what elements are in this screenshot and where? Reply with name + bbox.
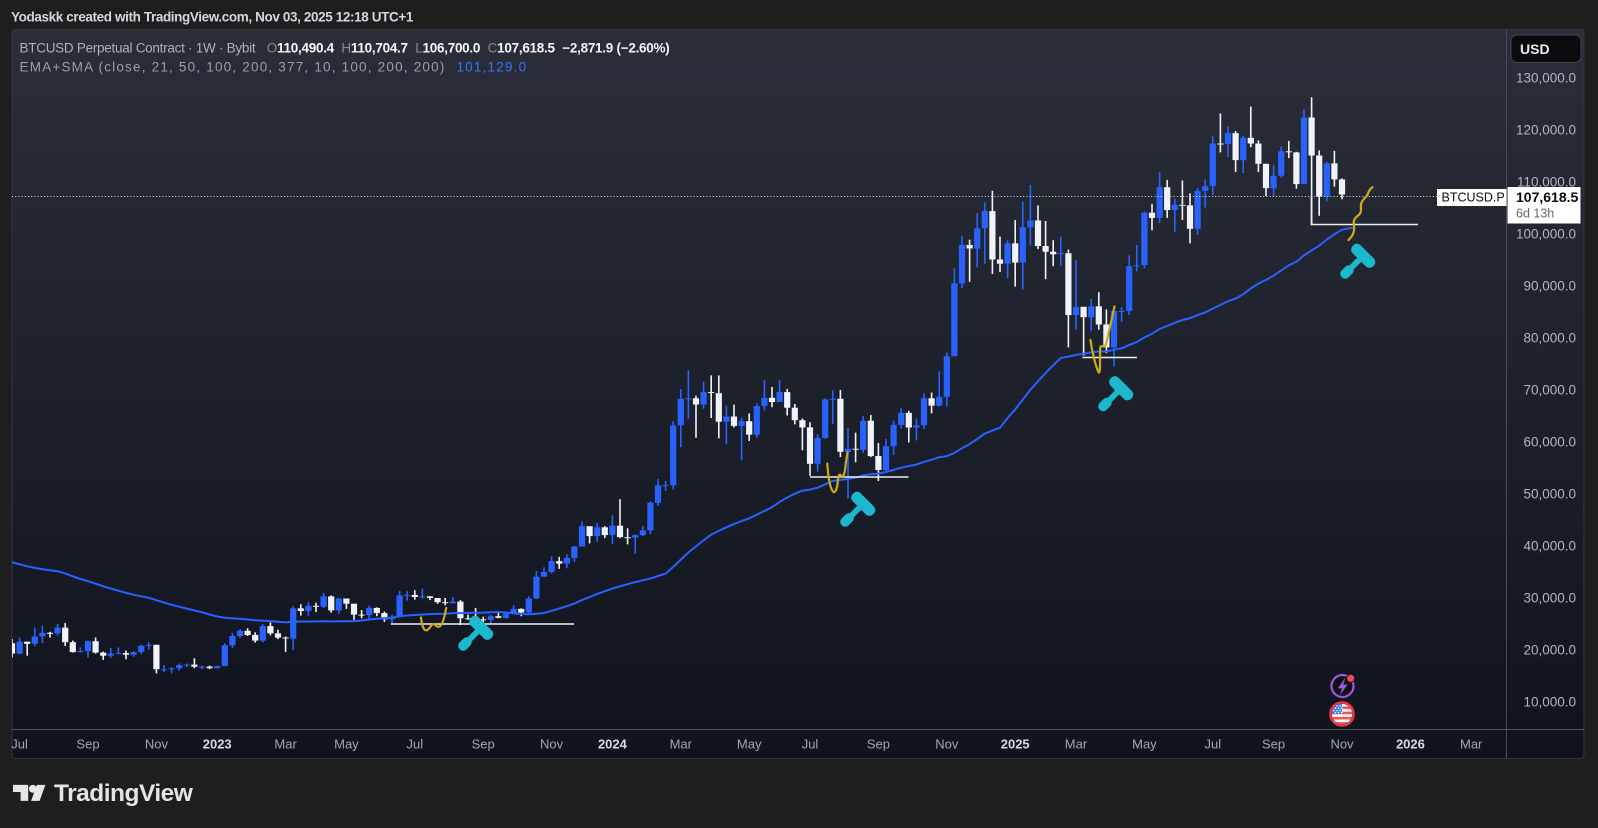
svg-text:Mar: Mar xyxy=(670,737,693,752)
svg-text:2026: 2026 xyxy=(1396,737,1425,752)
svg-text:Sep: Sep xyxy=(472,737,495,752)
svg-text:30,000.0: 30,000.0 xyxy=(1523,591,1576,606)
svg-text:TradingView: TradingView xyxy=(54,780,194,807)
svg-text:Mar: Mar xyxy=(274,737,297,752)
svg-text:120,000.0: 120,000.0 xyxy=(1516,123,1576,138)
svg-text:Mar: Mar xyxy=(1460,737,1483,752)
svg-text:20,000.0: 20,000.0 xyxy=(1523,643,1576,658)
svg-text:10,000.0: 10,000.0 xyxy=(1523,695,1576,710)
svg-text:BTCUSD.P: BTCUSD.P xyxy=(1442,191,1505,205)
svg-text:Yodaskk created with TradingVi: Yodaskk created with TradingView.com, No… xyxy=(11,10,414,25)
svg-text:May: May xyxy=(334,737,359,752)
svg-text:70,000.0: 70,000.0 xyxy=(1523,383,1576,398)
svg-text:40,000.0: 40,000.0 xyxy=(1523,539,1576,554)
svg-text:BTCUSD Perpetual Contract · 1W: BTCUSD Perpetual Contract · 1W · Bybit O… xyxy=(20,41,670,56)
svg-text:107,618.5: 107,618.5 xyxy=(1516,189,1578,205)
svg-text:90,000.0: 90,000.0 xyxy=(1523,279,1576,294)
svg-text:60,000.0: 60,000.0 xyxy=(1523,435,1576,450)
svg-text:Jul: Jul xyxy=(11,737,28,752)
svg-text:Sep: Sep xyxy=(867,737,890,752)
svg-text:USD: USD xyxy=(1520,41,1550,57)
svg-text:Nov: Nov xyxy=(540,737,564,752)
svg-text:Jul: Jul xyxy=(802,737,819,752)
svg-text:Mar: Mar xyxy=(1065,737,1088,752)
svg-text:May: May xyxy=(737,737,762,752)
svg-text:Nov: Nov xyxy=(935,737,959,752)
svg-text:Sep: Sep xyxy=(1262,737,1285,752)
svg-text:May: May xyxy=(1132,737,1157,752)
svg-text:Jul: Jul xyxy=(406,737,423,752)
svg-text:EMA+SMA (close, 21, 50, 100, 2: EMA+SMA (close, 21, 50, 100, 200, 377, 1… xyxy=(20,60,528,75)
svg-text:110,000.0: 110,000.0 xyxy=(1517,175,1576,190)
svg-text:Sep: Sep xyxy=(76,737,99,752)
svg-text:2023: 2023 xyxy=(203,737,232,752)
svg-text:80,000.0: 80,000.0 xyxy=(1523,331,1576,346)
svg-text:100,000.0: 100,000.0 xyxy=(1516,227,1576,242)
svg-text:Nov: Nov xyxy=(145,737,169,752)
svg-text:Nov: Nov xyxy=(1330,737,1354,752)
svg-text:6d 13h: 6d 13h xyxy=(1516,207,1554,221)
svg-text:Jul: Jul xyxy=(1204,737,1221,752)
svg-text:2024: 2024 xyxy=(598,737,628,752)
svg-text:2025: 2025 xyxy=(1001,737,1030,752)
svg-text:130,000.0: 130,000.0 xyxy=(1516,71,1576,86)
svg-text:50,000.0: 50,000.0 xyxy=(1523,487,1576,502)
